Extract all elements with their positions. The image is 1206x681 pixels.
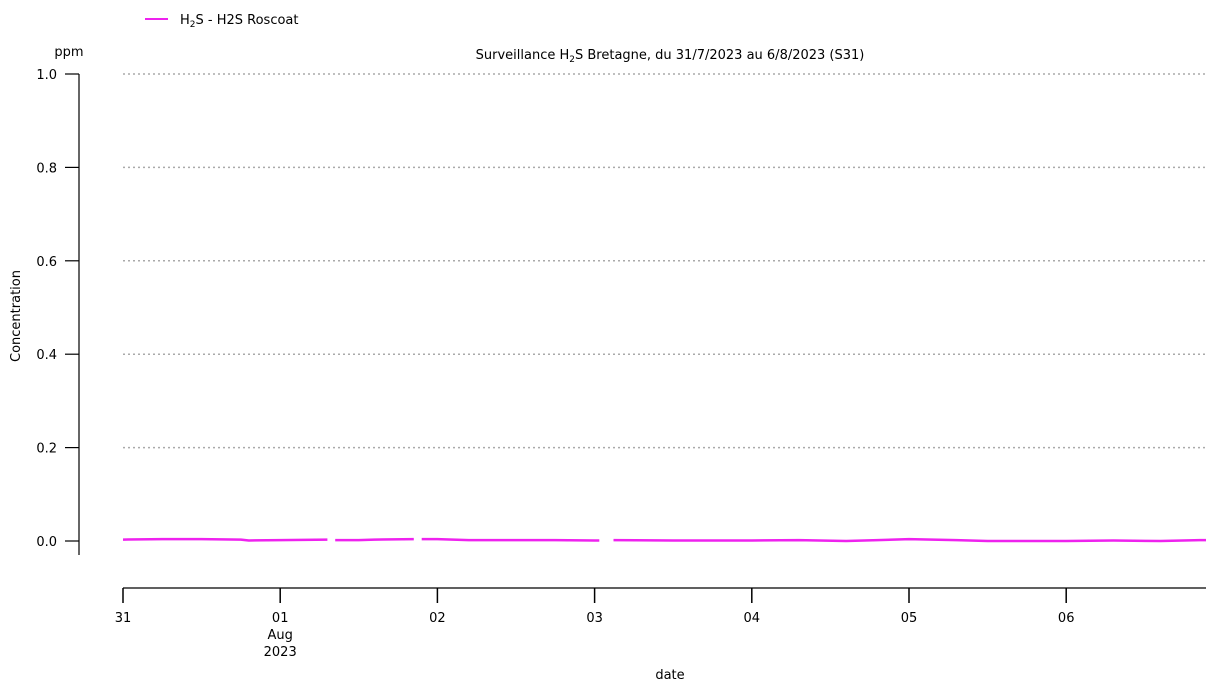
- legend: H2S - H2S Roscoat: [145, 13, 299, 30]
- x-tick-label-month: Aug: [268, 628, 293, 643]
- series-line-segment: [613, 537, 1206, 543]
- series-line-segment: [122, 537, 328, 542]
- x-tick-label: 05: [901, 611, 918, 626]
- y-ticks: 0.0 0.2 0.4 0.6 0.8 1.0: [36, 68, 79, 550]
- y-tick-label: 0.8: [36, 161, 57, 176]
- grid: [123, 73, 1206, 449]
- y-unit: ppm: [54, 45, 83, 60]
- x-axis-label: date: [655, 668, 684, 681]
- x-tick-label: 04: [744, 611, 761, 626]
- x-tick-label-year: 2023: [264, 645, 297, 660]
- x-tick-label: 01: [272, 611, 289, 626]
- x-ticks: 31 01 Aug 2023 02 03 04 05 06: [115, 588, 1075, 660]
- series-line-segment: [421, 537, 600, 542]
- x-tick-label: 06: [1058, 611, 1075, 626]
- legend-label: H2S - H2S Roscoat: [180, 13, 299, 30]
- y-tick-label: 0.4: [36, 348, 57, 363]
- y-tick-label: 0.2: [36, 442, 57, 457]
- x-tick-label: 31: [115, 611, 132, 626]
- y-axis-label: Concentration: [9, 270, 24, 362]
- x-tick-label: 02: [429, 611, 446, 626]
- y-tick-label: 0.0: [36, 535, 57, 550]
- x-tick-label: 03: [586, 611, 603, 626]
- y-tick-label: 0.6: [36, 255, 57, 270]
- y-tick-label: 1.0: [36, 68, 57, 83]
- chart-title: Surveillance H2S Bretagne, du 31/7/2023 …: [476, 48, 865, 65]
- series-layer: [122, 537, 1206, 543]
- series-line-segment: [335, 537, 414, 542]
